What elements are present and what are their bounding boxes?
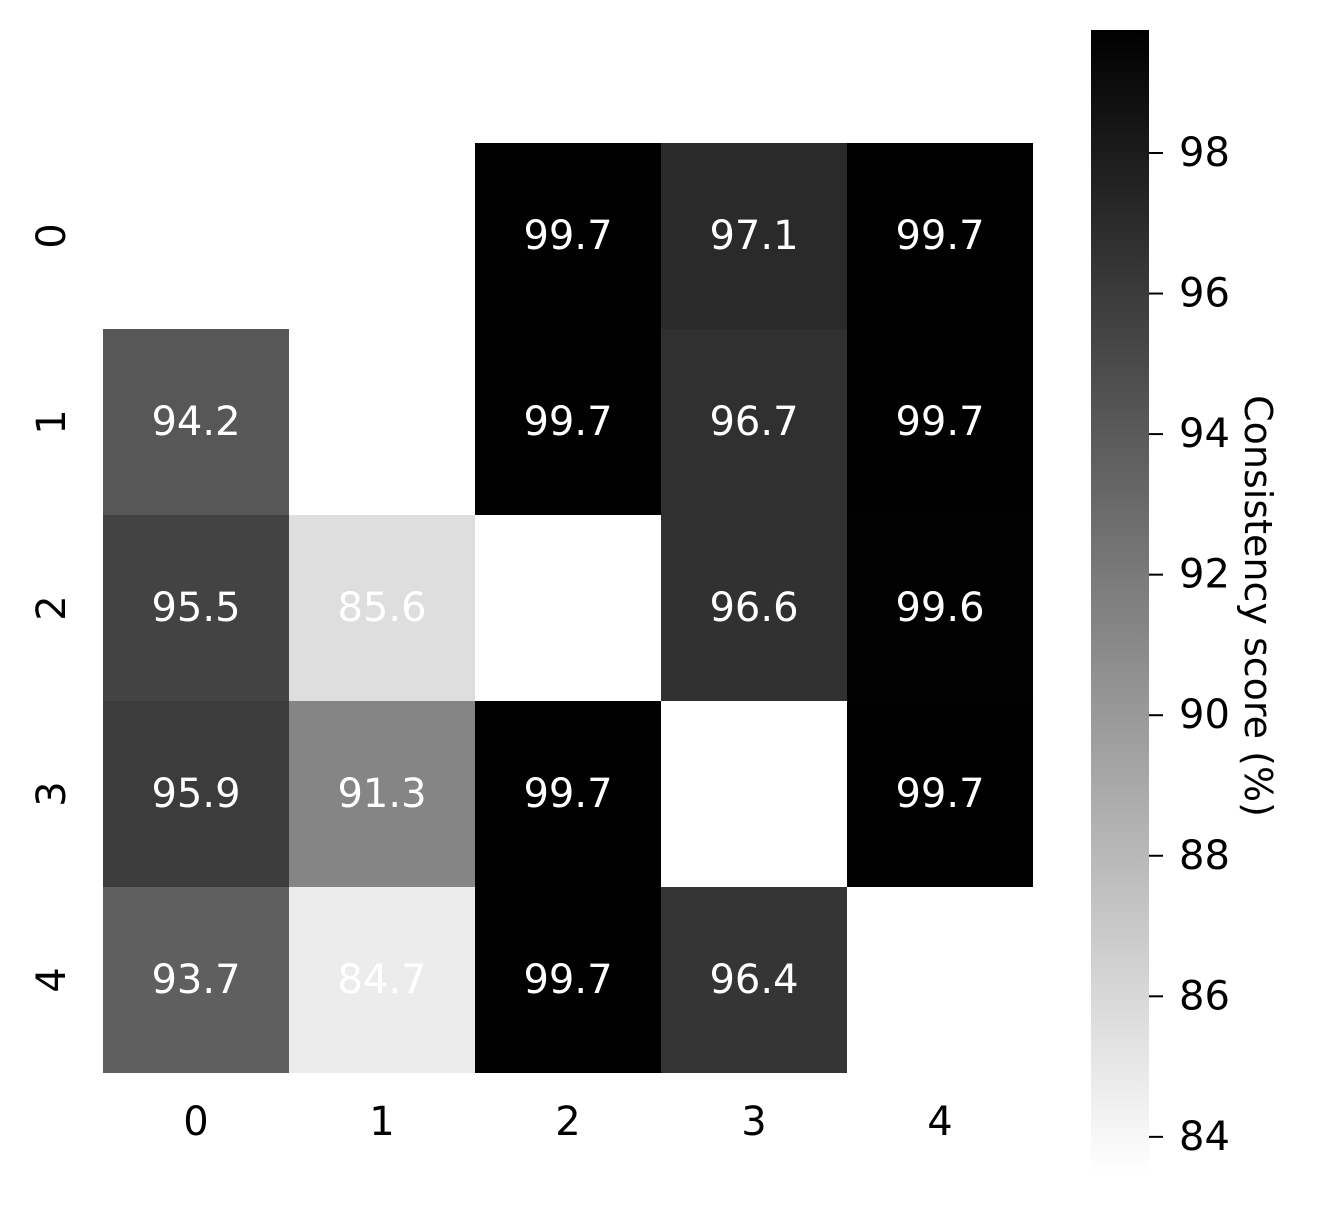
heatmap-cell <box>847 143 1033 329</box>
heatmap-cell <box>289 701 475 887</box>
heatmap-cells <box>103 143 1033 1073</box>
cell-value-label: 99.7 <box>895 213 984 259</box>
cell-value-label: 97.1 <box>709 213 798 259</box>
cell-value-label: 96.4 <box>709 957 798 1003</box>
cell-value-label: 99.6 <box>895 585 984 631</box>
heatmap-cell-labels: 99.7 97.1 99.7 94.2 99.7 96.7 99.7 95.5 85.6 96.6… <box>151 213 984 1003</box>
x-tick-label: 3 <box>741 1099 766 1145</box>
cell-value-label: 99.7 <box>523 213 612 259</box>
heatmap-cell <box>289 515 475 701</box>
heatmap-cell <box>847 701 1033 887</box>
cell-value-label: 96.6 <box>709 585 798 631</box>
x-axis: 0 1 2 3 4 <box>183 1099 952 1145</box>
cell-value-label: 91.3 <box>337 771 426 817</box>
cell-value-label: 99.7 <box>523 957 612 1003</box>
y-tick-label: 0 <box>29 223 75 248</box>
heatmap-cell <box>289 887 475 1073</box>
x-tick-label: 1 <box>369 1099 394 1145</box>
colorbar-tick-label: 86 <box>1179 973 1230 1019</box>
y-axis: 0 1 2 3 4 <box>29 223 75 992</box>
x-tick-label: 2 <box>555 1099 580 1145</box>
heatmap-cell <box>661 143 847 329</box>
colorbar: 98 96 94 92 90 88 86 84 Consistency score (%) <box>1091 30 1280 1172</box>
cell-value-label: 85.6 <box>337 585 426 631</box>
heatmap-cell <box>475 701 661 887</box>
x-tick-label: 4 <box>927 1099 952 1145</box>
colorbar-label: Consistency score (%) <box>1236 395 1280 817</box>
heatmap-cell <box>661 329 847 515</box>
heatmap-cell <box>847 329 1033 515</box>
cell-value-label: 93.7 <box>151 957 240 1003</box>
y-tick-label: 3 <box>29 781 75 806</box>
cell-value-label: 95.5 <box>151 585 240 631</box>
colorbar-tick-label: 96 <box>1179 271 1230 317</box>
cell-value-label: 99.7 <box>523 771 612 817</box>
heatmap-cell <box>661 887 847 1073</box>
y-tick-label: 1 <box>29 409 75 434</box>
colorbar-tick-label: 88 <box>1179 833 1230 879</box>
cell-value-label: 99.7 <box>895 771 984 817</box>
cell-value-label: 94.2 <box>151 399 240 445</box>
heatmap-cell <box>475 329 661 515</box>
heatmap-cell <box>847 515 1033 701</box>
colorbar-ticks: 98 96 94 92 90 88 86 84 <box>1149 130 1230 1160</box>
colorbar-tick-label: 90 <box>1179 692 1230 738</box>
y-tick-label: 4 <box>29 967 75 992</box>
cell-value-label: 99.7 <box>895 399 984 445</box>
cell-value-label: 99.7 <box>523 399 612 445</box>
y-tick-label: 2 <box>29 595 75 620</box>
x-tick-label: 0 <box>183 1099 208 1145</box>
heatmap-cell <box>661 515 847 701</box>
heatmap-cell <box>103 887 289 1073</box>
heatmap-cell <box>475 887 661 1073</box>
heatmap-cell <box>103 701 289 887</box>
heatmap-cell <box>103 329 289 515</box>
colorbar-tick-label: 92 <box>1179 552 1230 598</box>
colorbar-tick-label: 98 <box>1179 130 1230 176</box>
heatmap-cell <box>475 143 661 329</box>
cell-value-label: 96.7 <box>709 399 798 445</box>
colorbar-tick-label: 84 <box>1179 1114 1230 1160</box>
cell-value-label: 84.7 <box>337 957 426 1003</box>
heatmap-cell <box>103 515 289 701</box>
colorbar-tick-label: 94 <box>1179 411 1230 457</box>
colorbar-gradient <box>1091 30 1149 1172</box>
cell-value-label: 95.9 <box>151 771 240 817</box>
